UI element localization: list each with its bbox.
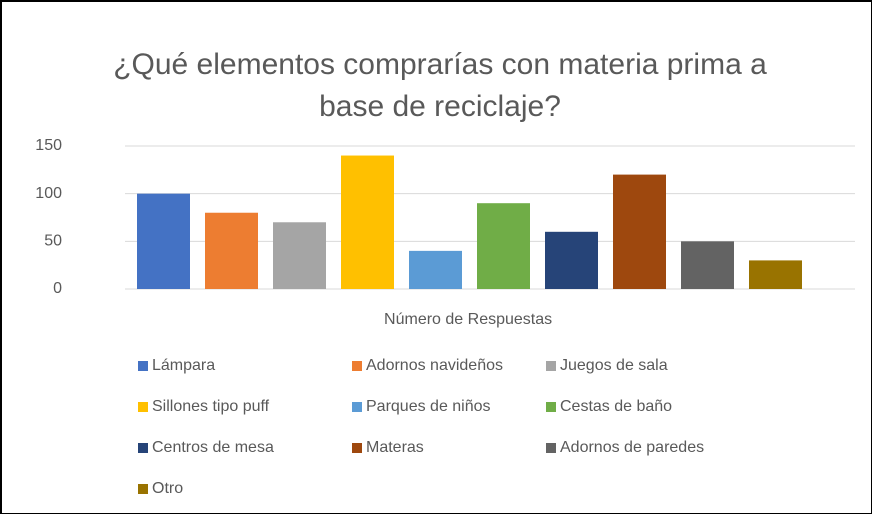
y-tick-label: 0	[53, 280, 62, 297]
bar	[273, 222, 326, 289]
bar	[477, 203, 530, 289]
legend-swatch	[546, 402, 556, 412]
legend-swatch	[352, 443, 362, 453]
y-tick-label: 100	[35, 185, 62, 202]
bar	[409, 250, 462, 289]
legend-label: Adornos de paredes	[560, 439, 704, 456]
legend-label: Materas	[366, 439, 424, 456]
legend-label: Otro	[152, 480, 183, 497]
bar	[205, 212, 258, 289]
legend-swatch	[352, 361, 362, 371]
bar	[613, 174, 666, 289]
bar	[545, 231, 598, 289]
legend-swatch	[138, 361, 148, 371]
legend-swatch	[138, 443, 148, 453]
bar	[749, 260, 802, 289]
y-tick-label: 50	[44, 233, 62, 250]
y-tick-label: 150	[35, 137, 62, 154]
bar	[341, 155, 394, 289]
legend-label: Cestas de baño	[560, 398, 672, 415]
legend-swatch	[546, 443, 556, 453]
legend-label: Sillones tipo puff	[152, 398, 270, 415]
legend-swatch	[138, 402, 148, 412]
legend-swatch	[138, 484, 148, 494]
legend-label: Centros de mesa	[152, 439, 274, 456]
bar	[137, 193, 190, 289]
legend-label: Lámpara	[152, 357, 215, 374]
bar	[681, 241, 734, 289]
legend-label: Adornos navideños	[366, 357, 503, 374]
chart-title: ¿Qué elementos comprarías con materia pr…	[113, 48, 767, 123]
x-tick-label: Número de Respuestas	[384, 311, 552, 328]
legend-label: Parques de niños	[366, 398, 491, 415]
legend-swatch	[546, 361, 556, 371]
legend-swatch	[352, 402, 362, 412]
legend-label: Juegos de sala	[560, 357, 668, 374]
